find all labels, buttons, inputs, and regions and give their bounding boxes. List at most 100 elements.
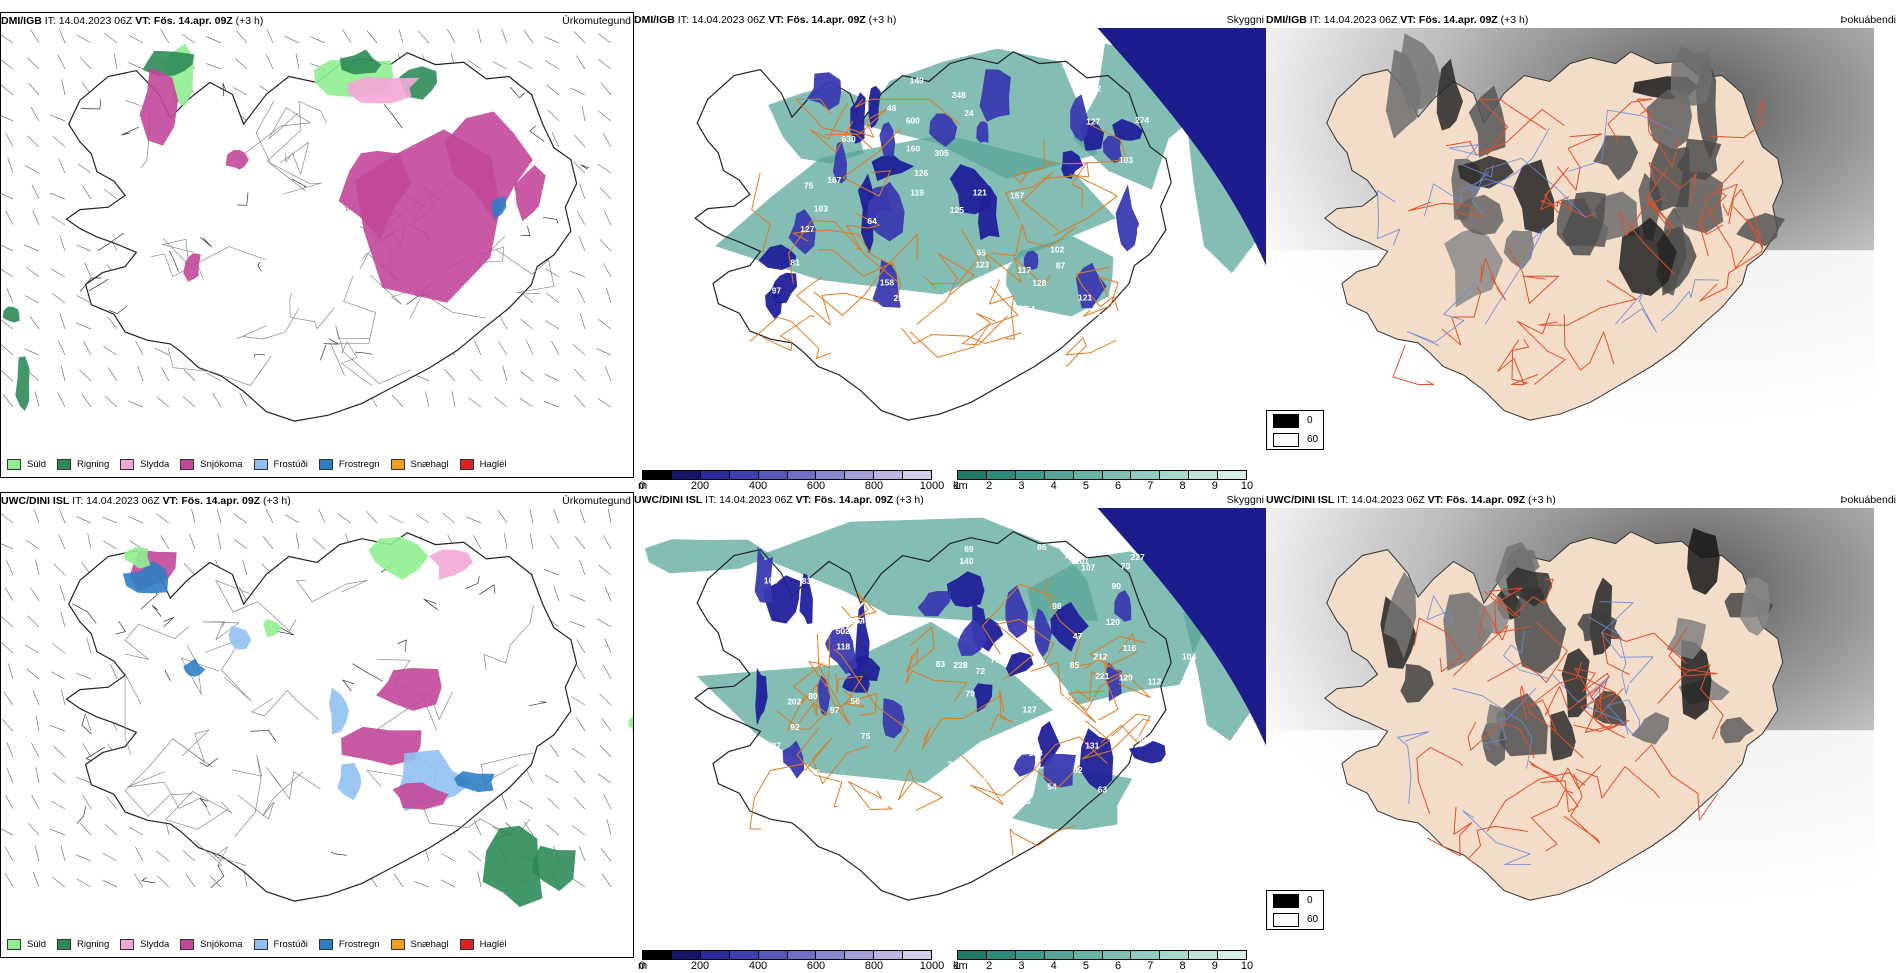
- panel-title: Úrkomutegund: [562, 495, 631, 507]
- ceiling-value: 116: [1095, 171, 1109, 181]
- ceiling-value: 154: [1021, 304, 1035, 314]
- ceiling-value: 127: [800, 224, 814, 234]
- legend-item: Frostregn: [318, 459, 380, 470]
- ceiling-labels: 156 154 97 149 96 127 125 117 116 68 119 81 103 76 75 2…: [772, 62, 1195, 332]
- ceiling-value: 65: [977, 248, 987, 258]
- colorbar-tick: 3: [1018, 960, 1025, 972]
- panel-title: Skyggni: [1226, 14, 1264, 26]
- legend-swatch: [390, 939, 405, 950]
- ceiling-value: 103: [814, 204, 828, 214]
- ceiling-value: 202: [787, 697, 801, 707]
- colorbar-km: 1 2 3 4 5 6 7 8 9 10: [954, 470, 1253, 493]
- ceiling-map: 7570718573107101985147639914013156541049…: [644, 508, 1266, 901]
- colorbar-tick: 6: [1115, 480, 1122, 492]
- legend-label: Snæhagl: [410, 459, 449, 470]
- ceiling-value: 81: [791, 257, 801, 267]
- colorbar-tick: 400: [748, 960, 768, 972]
- ceiling-value: 218: [918, 322, 932, 332]
- colorbar-tick: 2: [986, 960, 993, 972]
- ceiling-value: 104: [842, 75, 856, 85]
- legend-swatch: [459, 939, 474, 950]
- legend-swatch: [57, 939, 72, 950]
- ceiling-value: 70: [1121, 561, 1131, 571]
- colorbar-cell: [1218, 951, 1247, 959]
- ceiling-value: 130: [862, 302, 876, 312]
- legend-item: Slydda: [120, 939, 169, 950]
- ceiling-value: 92: [790, 722, 800, 732]
- colorbar-cell: [643, 951, 672, 959]
- colorbar-tick: 200: [690, 480, 710, 492]
- colorbar-tick: 200: [690, 960, 710, 972]
- ceiling-value: 73: [1121, 742, 1131, 752]
- colorbar-cell: [874, 951, 904, 959]
- fog-key-swatch: [1273, 432, 1299, 447]
- legend-item: Súld: [7, 459, 46, 470]
- colorbar-tick: 3: [1018, 480, 1025, 492]
- roads: [1397, 578, 1724, 865]
- legend-item: Snjókoma: [180, 459, 243, 470]
- valid-time: VT: Fös. 14.apr. 09Z: [162, 495, 261, 507]
- legend-label: Slydda: [140, 459, 170, 470]
- ceiling-value: 108: [1028, 748, 1042, 758]
- ceiling-value: 101: [1075, 556, 1089, 566]
- legend-item: Snjókoma: [180, 939, 243, 950]
- ceiling-value: 157: [1010, 190, 1024, 200]
- ceiling-value: 24: [964, 108, 974, 118]
- legend-label: Slydda: [140, 939, 170, 950]
- lead-time: (+3 h): [1528, 494, 1556, 506]
- colorbar-tick: 7: [1147, 960, 1154, 972]
- init-time: IT: 14.04.2023 06Z: [44, 15, 133, 27]
- ceiling-value: 305: [935, 148, 949, 158]
- valid-time: VT: Fös. 14.apr. 09Z: [1400, 14, 1498, 26]
- ceiling-value: 102: [1050, 245, 1064, 255]
- colorbar-cell: [1160, 471, 1190, 479]
- ceiling-value: 72: [1092, 84, 1102, 94]
- precip-type-panel: DMI/IGB IT: 14.04.2023 06Z VT: Fös. 14.a…: [0, 12, 634, 478]
- colorbar-unit: km: [953, 960, 968, 972]
- legend-item: Snæhagl: [390, 459, 449, 470]
- legend-label: Rigning: [77, 939, 110, 950]
- ceiling-value: 121: [973, 188, 987, 198]
- low-ceiling-area: [1097, 508, 1266, 746]
- ceiling-value: 87: [1056, 260, 1066, 270]
- legend-label: Haglél: [479, 939, 507, 950]
- lead-time: (+3 h): [1500, 14, 1529, 26]
- fog-map: [1266, 508, 1874, 912]
- legend-item: Haglél: [459, 459, 507, 470]
- lead-time: (+3 h): [263, 495, 291, 507]
- legend-swatch: [57, 459, 72, 470]
- init-time: IT: 14.04.2023 06Z: [705, 494, 793, 506]
- colorbar-tick: 9: [1211, 480, 1218, 492]
- ceiling-value: 129: [1119, 673, 1133, 683]
- ceiling-value: 89: [1063, 694, 1073, 704]
- ceiling-value: 86: [1037, 542, 1047, 552]
- fog-key: 0 60: [1266, 890, 1324, 930]
- colorbar-tick: 600: [806, 960, 826, 972]
- colorbar-tick: 8: [1179, 480, 1186, 492]
- ceiling-labels: 7570718573107101985147639914013156541049…: [764, 542, 1197, 808]
- fog-key: 0 60: [1266, 410, 1324, 450]
- precip-legend: Súld Rigning Slydda Snjókoma Frostúði Frostre…: [7, 459, 518, 470]
- colorbar-cell: [1015, 471, 1045, 479]
- colorbar-cell: [958, 471, 987, 479]
- legend-item: Slydda: [120, 459, 169, 470]
- ceiling-value: 630: [842, 134, 856, 144]
- ceiling-value: 97: [830, 705, 840, 715]
- roads: [749, 579, 1151, 856]
- colorbar-cell: [758, 471, 788, 479]
- colorbar-m: 0 200 400 600 800 1000: [639, 470, 944, 493]
- model-name: UWC/DINI ISL: [634, 494, 703, 506]
- colorbar-cell: [1160, 951, 1190, 959]
- colorbar-cell: [1218, 471, 1247, 479]
- ceiling-value: 66: [829, 62, 839, 72]
- colorbar-cell: [986, 951, 1016, 959]
- legend-swatch: [253, 459, 268, 470]
- valid-time: VT: Fös. 14.apr. 09Z: [768, 14, 866, 26]
- ceiling-value: 97: [772, 285, 782, 295]
- ceiling-value: 120: [1106, 617, 1120, 627]
- ceiling-value: 127: [1180, 201, 1194, 211]
- colorbar-km: 1 2 3 4 5 6 7 8 9 10: [954, 950, 1253, 973]
- colorbar-tick: 400: [748, 480, 768, 492]
- ceiling-value: 75: [861, 731, 871, 741]
- fog-index-panel: DMI/IGB IT: 14.04.2023 06Z VT: Fös. 14.a…: [1266, 12, 1898, 476]
